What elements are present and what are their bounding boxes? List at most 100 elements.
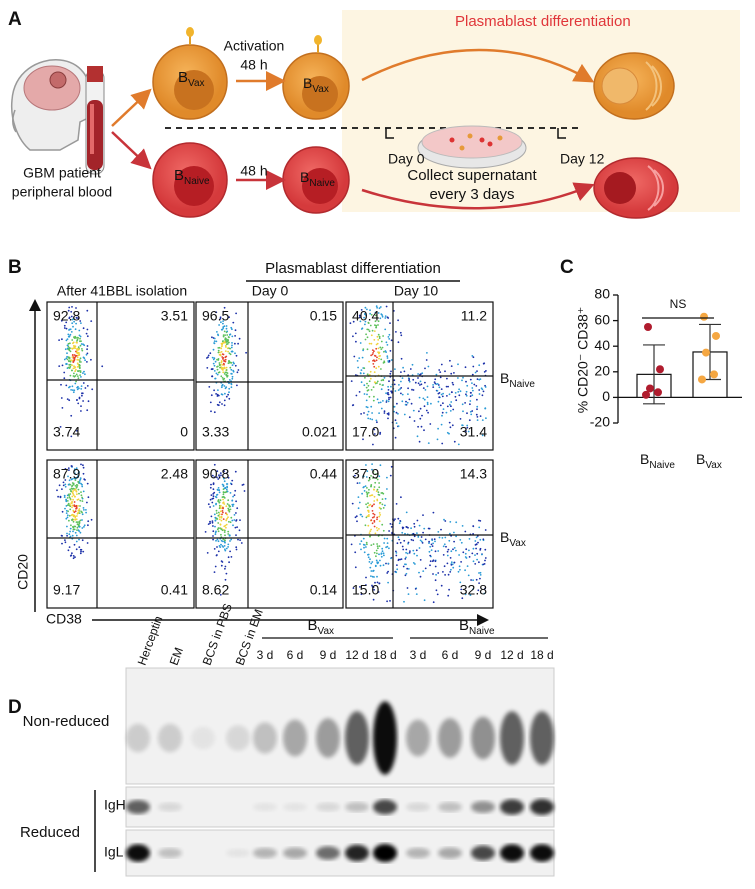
event-dot [218,476,221,478]
plot-frame [46,301,195,451]
event-dot [372,477,374,479]
event-dot [485,417,487,420]
day-label: 6 d [442,648,459,662]
event-dot [233,519,236,521]
event-dot [66,525,68,528]
event-dot [81,519,83,521]
event-dot [469,403,471,406]
event-dot [225,526,227,529]
event-dot [405,400,407,403]
event-dot [69,342,71,345]
event-dot [385,305,388,308]
day-label: 18 d [530,648,553,662]
event-dot [76,476,78,479]
event-dot [225,488,228,491]
event-dot [372,470,375,473]
event-dot [377,339,380,341]
event-dot [364,312,366,315]
event-dot [472,588,474,591]
event-dot [357,496,360,498]
event-dot [439,376,442,379]
event-dot [401,393,404,396]
event-dot [361,492,363,495]
event-dot [364,544,366,546]
event-dot [64,507,66,510]
event-dot [228,359,230,362]
event-dot [219,316,222,319]
event-dot [466,384,469,387]
event-dot [377,493,380,496]
column-label: After 41BBL isolation [57,283,187,299]
event-dot [389,523,392,525]
event-dot [478,364,481,367]
event-dot [220,543,222,546]
event-dot [378,482,380,484]
event-dot [217,478,220,480]
event-dot [358,391,361,393]
event-dot [227,393,230,396]
event-dot [366,328,369,331]
event-dot [81,348,83,350]
event-dot [402,565,405,568]
event-dot [375,549,378,552]
event-dot [81,496,83,499]
event-dot [72,325,74,328]
event-dot [228,391,230,394]
event-dot [82,490,85,493]
event-dot [73,345,76,347]
event-dot [378,507,381,509]
event-dot [360,593,363,596]
event-dot [459,418,462,420]
event-dot [219,523,222,526]
event-dot [364,320,367,323]
event-dot [223,497,226,499]
event-dot [238,529,241,532]
event-dot [228,352,231,355]
day-label: 6 d [287,648,304,662]
event-dot [437,550,440,552]
event-dot [484,557,487,559]
event-dot [388,547,390,550]
event-dot [412,409,415,412]
event-dot [230,326,233,329]
event-dot [359,372,362,374]
event-dot [423,527,426,530]
event-dot [386,355,389,358]
event-dot [466,412,468,415]
event-dot [64,468,67,470]
event-dot [417,377,419,379]
quadrant-value: 3.33 [202,424,229,440]
y-tick-label: 0 [602,388,610,404]
event-dot [447,385,449,388]
patient-illustration [10,59,105,175]
event-dot [228,520,230,523]
event-dot [382,379,385,382]
event-dot [224,549,227,552]
event-dot [376,306,378,309]
event-dot [228,510,231,513]
event-dot [218,518,221,521]
event-dot [366,470,369,473]
blot-band [530,711,554,765]
event-dot [83,357,86,360]
event-dot [422,397,425,400]
event-dot [407,541,410,544]
event-dot [226,330,229,333]
data-point [712,331,720,340]
blot-band [438,847,462,859]
event-dot [385,392,387,395]
event-dot [209,522,212,525]
event-dot [388,380,390,383]
event-dot [73,468,76,471]
event-dot [378,355,381,357]
event-dot [77,354,80,357]
event-dot [213,357,216,360]
event-dot [401,400,404,403]
event-dot [446,554,449,557]
event-dot [212,535,214,537]
event-dot [397,559,400,562]
event-dot [462,376,464,379]
event-dot [87,520,90,523]
blot-band [373,701,397,775]
event-dot [395,422,398,424]
